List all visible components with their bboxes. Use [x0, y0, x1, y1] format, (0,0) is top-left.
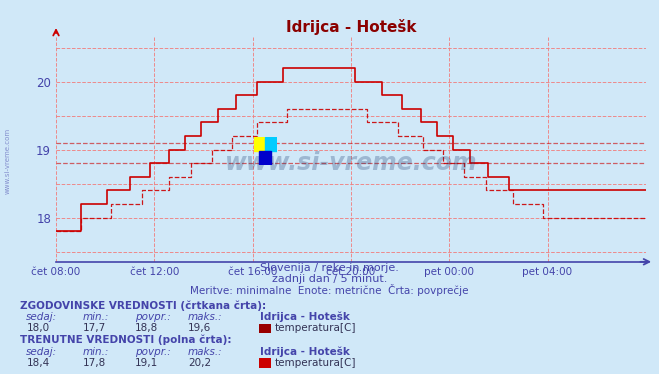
Text: www.si-vreme.com: www.si-vreme.com — [225, 151, 477, 175]
Text: povpr.:: povpr.: — [135, 347, 171, 356]
Text: temperatura[C]: temperatura[C] — [275, 358, 357, 368]
Text: 20,2: 20,2 — [188, 358, 211, 368]
Text: povpr.:: povpr.: — [135, 312, 171, 322]
Text: Idrijca - Hotešk: Idrijca - Hotešk — [260, 311, 350, 322]
Bar — [260, 150, 271, 165]
Text: www.si-vreme.com: www.si-vreme.com — [5, 128, 11, 194]
Text: Meritve: minimalne  Enote: metrične  Črta: povprečje: Meritve: minimalne Enote: metrične Črta:… — [190, 283, 469, 295]
Bar — [254, 137, 265, 150]
Text: maks.:: maks.: — [188, 347, 223, 356]
Text: 19,6: 19,6 — [188, 323, 211, 333]
Text: TRENUTNE VREDNOSTI (polna črta):: TRENUTNE VREDNOSTI (polna črta): — [20, 335, 231, 345]
Text: 19,1: 19,1 — [135, 358, 158, 368]
Title: Idrijca - Hotešk: Idrijca - Hotešk — [285, 19, 416, 35]
Text: min.:: min.: — [82, 312, 109, 322]
Text: 17,8: 17,8 — [82, 358, 105, 368]
Bar — [265, 137, 277, 150]
Text: maks.:: maks.: — [188, 312, 223, 322]
Text: zadnji dan / 5 minut.: zadnji dan / 5 minut. — [272, 275, 387, 284]
Text: Idrijca - Hotešk: Idrijca - Hotešk — [260, 346, 350, 356]
Text: min.:: min.: — [82, 347, 109, 356]
Text: 18,0: 18,0 — [26, 323, 49, 333]
Text: temperatura[C]: temperatura[C] — [275, 323, 357, 333]
Text: 17,7: 17,7 — [82, 323, 105, 333]
Text: sedaj:: sedaj: — [26, 347, 57, 356]
Text: Slovenija / reke in morje.: Slovenija / reke in morje. — [260, 263, 399, 273]
Text: ZGODOVINSKE VREDNOSTI (črtkana črta):: ZGODOVINSKE VREDNOSTI (črtkana črta): — [20, 300, 266, 310]
Text: sedaj:: sedaj: — [26, 312, 57, 322]
Text: 18,8: 18,8 — [135, 323, 158, 333]
Text: 18,4: 18,4 — [26, 358, 49, 368]
